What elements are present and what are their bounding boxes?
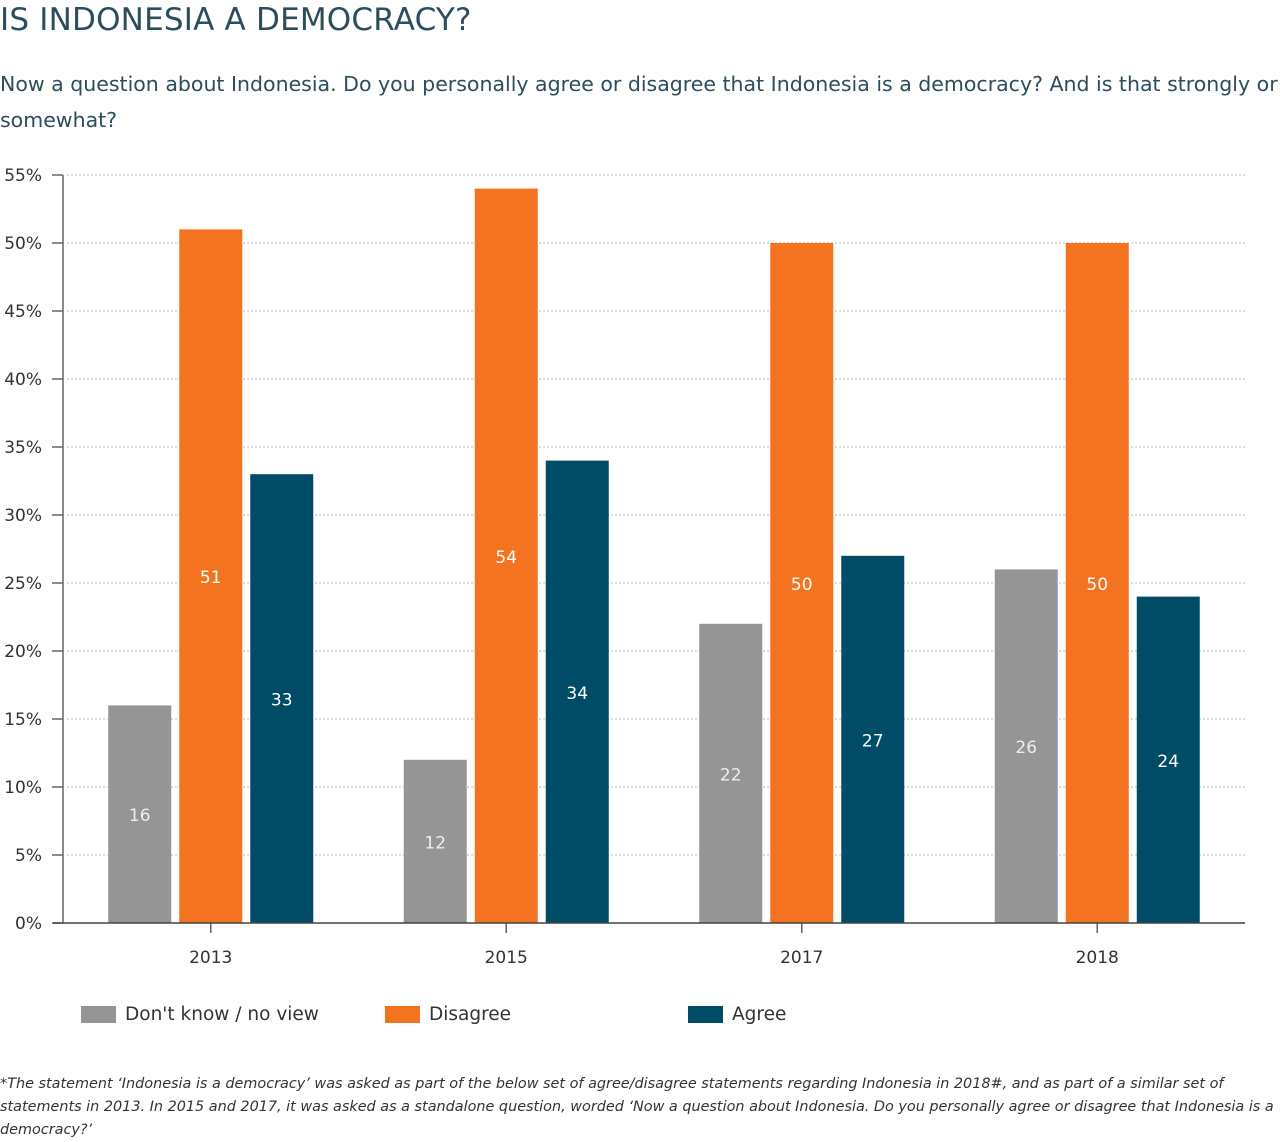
bar — [108, 705, 172, 923]
bar — [1065, 243, 1129, 923]
y-tick-label: 25% — [4, 574, 42, 594]
bar-chart: 0% 5% 10% 15% 20% 25% 30% 35% 40% 45% 50% 55% 2013 16… — [4, 166, 1245, 968]
y-tick-label: 5% — [15, 846, 42, 866]
y-tick-label: 45% — [4, 302, 42, 322]
data-label: 50 — [791, 575, 813, 595]
data-label: 27 — [862, 731, 884, 751]
data-label: 54 — [495, 548, 517, 568]
footnote: *The statement ‘Indonesia is a democracy… — [0, 1076, 1274, 1138]
data-label: 50 — [1086, 575, 1108, 595]
legend-item-dont-know: Don't know / no view — [81, 1004, 319, 1025]
bar — [699, 623, 763, 923]
bar — [994, 569, 1058, 923]
bar — [545, 460, 609, 923]
y-tick-label: 50% — [4, 234, 42, 254]
y-tick-label: 35% — [4, 438, 42, 458]
data-label: 26 — [1015, 738, 1037, 758]
chart-title: IS INDONESIA A DEMOCRACY? — [0, 2, 472, 38]
data-label: 33 — [271, 691, 293, 711]
chart-subtitle: Now a question about Indonesia. Do you p… — [0, 72, 1278, 132]
bar — [179, 229, 243, 923]
y-tick-label: 15% — [4, 710, 42, 730]
legend-label: Agree — [732, 1004, 787, 1025]
data-label: 51 — [200, 568, 222, 588]
y-tick-label: 20% — [4, 642, 42, 662]
bar — [841, 555, 905, 923]
legend-item-disagree: Disagree — [385, 1004, 511, 1025]
y-tick-label: 30% — [4, 506, 42, 526]
legend-swatch — [688, 1006, 723, 1023]
y-tick-label: 55% — [4, 166, 42, 186]
data-label: 16 — [129, 806, 151, 826]
x-tick-label: 2013 — [189, 948, 232, 968]
y-tick-label: 0% — [15, 914, 42, 934]
bar — [403, 759, 467, 923]
bar — [474, 188, 538, 924]
bar — [770, 243, 834, 923]
bar — [1136, 596, 1200, 923]
legend-item-agree: Agree — [688, 1004, 786, 1025]
data-label: 12 — [424, 833, 446, 853]
x-tick-label: 2018 — [1076, 948, 1119, 968]
legend-label: Disagree — [429, 1004, 512, 1025]
legend-label: Don't know / no view — [125, 1004, 319, 1025]
legend-swatch — [81, 1006, 116, 1023]
bar — [250, 474, 314, 923]
data-label: 24 — [1157, 752, 1179, 772]
x-tick-label: 2017 — [780, 948, 823, 968]
data-label: 34 — [566, 684, 588, 704]
y-tick-label: 10% — [4, 778, 42, 798]
data-label: 22 — [720, 765, 742, 785]
legend-swatch — [385, 1006, 420, 1023]
y-tick-label: 40% — [4, 370, 42, 390]
x-tick-label: 2015 — [485, 948, 528, 968]
